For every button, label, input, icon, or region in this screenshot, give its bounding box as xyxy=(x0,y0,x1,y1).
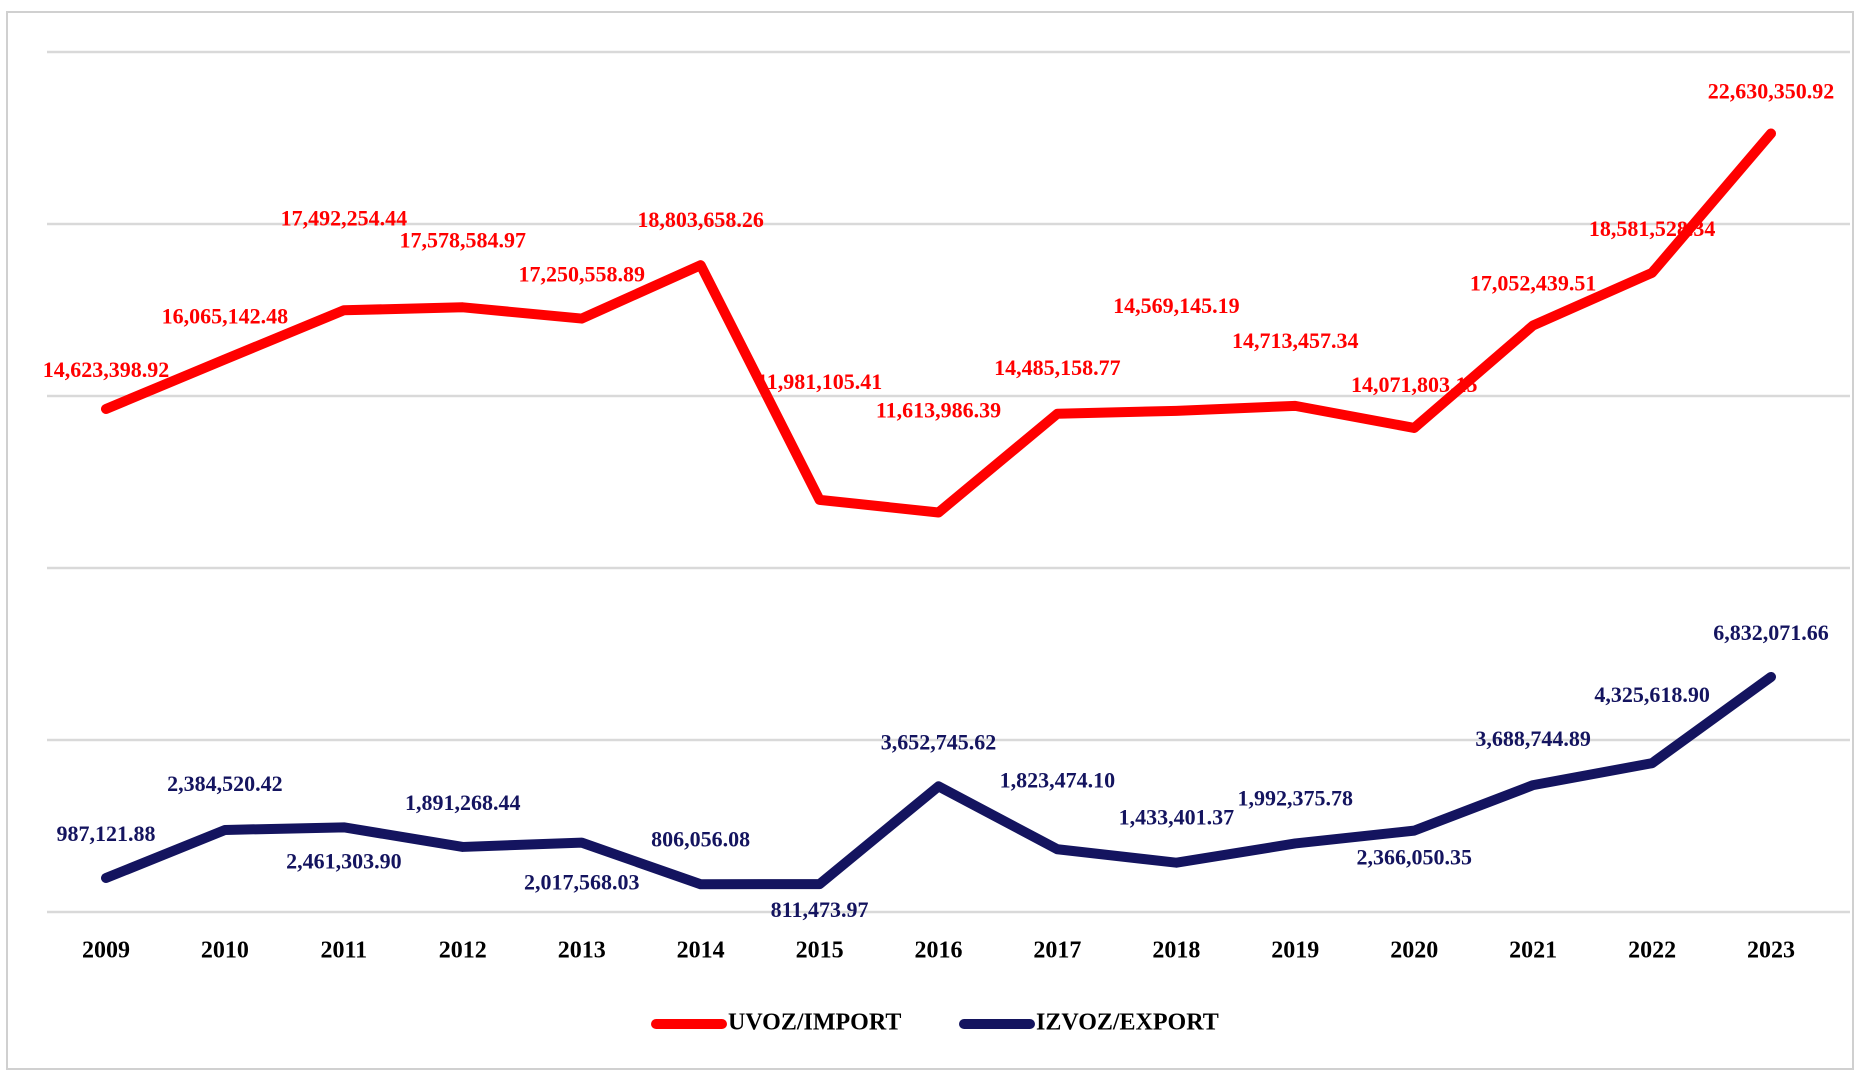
data-label: 14,713,457.34 xyxy=(1232,328,1359,353)
x-tick-label: 2021 xyxy=(1509,938,1557,964)
data-label: 17,052,439.51 xyxy=(1470,270,1597,295)
legend-label: IZVOZ/EXPORT xyxy=(1036,1010,1219,1036)
data-label: 811,473.97 xyxy=(771,897,869,922)
data-label: 14,569,145.19 xyxy=(1113,293,1240,318)
x-tick-label: 2011 xyxy=(321,938,368,964)
x-tick-label: 2017 xyxy=(1033,938,1081,964)
data-label: 4,325,618.90 xyxy=(1594,682,1710,707)
legend-label: UVOZ/IMPORT xyxy=(728,1010,901,1036)
data-label: 2,384,520.42 xyxy=(167,771,283,796)
data-label: 2,017,568.03 xyxy=(524,870,640,895)
data-label: 17,492,254.44 xyxy=(281,205,408,230)
data-label: 11,981,105.41 xyxy=(757,369,882,394)
x-tick-label: 2023 xyxy=(1747,938,1795,964)
data-label: 3,652,745.62 xyxy=(881,729,997,754)
x-tick-label: 2016 xyxy=(915,938,963,964)
data-label: 1,891,268.44 xyxy=(405,790,521,815)
x-tick-label: 2010 xyxy=(201,938,249,964)
data-label: 1,992,375.78 xyxy=(1238,786,1354,811)
x-tick-label: 2009 xyxy=(82,938,130,964)
data-label: 3,688,744.89 xyxy=(1475,726,1591,751)
x-tick-label: 2019 xyxy=(1271,938,1319,964)
series-line xyxy=(101,128,1776,518)
x-tick-label: 2014 xyxy=(677,938,725,964)
data-label: 6,832,071.66 xyxy=(1713,620,1829,645)
data-label: 18,581,528.34 xyxy=(1589,216,1716,241)
data-label: 2,461,303.90 xyxy=(286,848,402,873)
data-label: 14,071,803.15 xyxy=(1351,372,1478,397)
data-label: 17,250,558.89 xyxy=(518,262,645,287)
data-label: 18,803,658.26 xyxy=(637,207,764,232)
x-tick-label: 2015 xyxy=(796,938,844,964)
chart-frame xyxy=(6,11,1854,1070)
data-label: 11,613,986.39 xyxy=(876,398,1001,423)
data-label: 22,630,350.92 xyxy=(1708,79,1835,104)
x-tick-label: 2018 xyxy=(1152,938,1200,964)
data-label: 14,623,398.92 xyxy=(43,357,170,382)
data-label: 2,366,050.35 xyxy=(1356,845,1472,870)
x-tick-label: 2020 xyxy=(1390,938,1438,964)
data-label: 987,121.88 xyxy=(57,821,156,846)
data-label: 16,065,142.48 xyxy=(162,303,289,328)
x-tick-label: 2012 xyxy=(439,938,487,964)
x-tick-label: 2022 xyxy=(1628,938,1676,964)
data-label: 1,433,401.37 xyxy=(1119,805,1235,830)
data-label: 806,056.08 xyxy=(651,826,750,851)
data-label: 1,823,474.10 xyxy=(1000,767,1116,792)
x-tick-label: 2013 xyxy=(558,938,606,964)
series-line xyxy=(101,671,1776,890)
data-label: 14,485,158.77 xyxy=(994,355,1121,380)
data-label: 17,578,584.97 xyxy=(400,227,527,252)
